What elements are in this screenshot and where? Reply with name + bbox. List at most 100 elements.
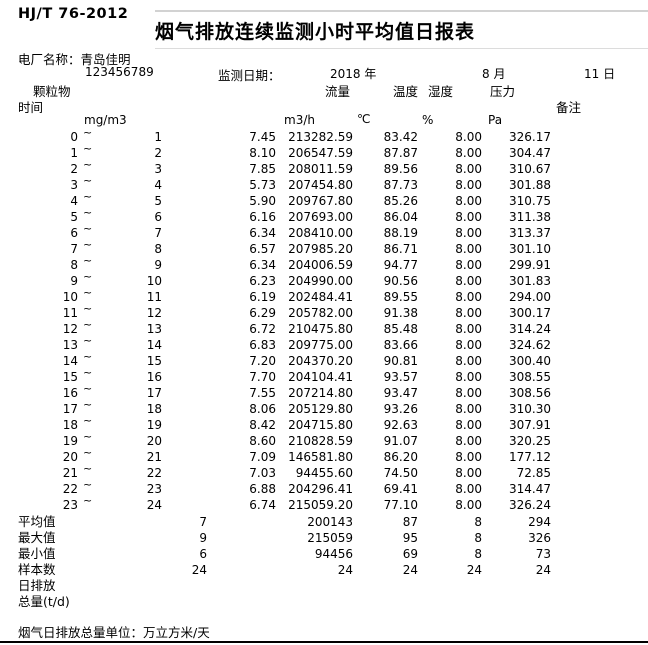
cell-temperature: 89.56 <box>383 162 418 176</box>
cell-pressure: 310.30 <box>509 402 551 416</box>
standard-code: HJ/T 76-2012 <box>18 6 129 22</box>
cell-dust: 7.09 <box>249 450 276 464</box>
cell-hour-end: 9 <box>154 258 162 272</box>
cell-humidity: 8.00 <box>455 210 482 224</box>
cell-hour-start: 14 <box>62 354 78 368</box>
monitor-date-label: 监测日期： <box>218 68 281 83</box>
table-row: 2 ~ 3 7.85 208011.59 89.56 8.00 310.67 <box>0 158 648 177</box>
cell-temperature: 93.57 <box>383 370 418 384</box>
cell-humidity: 8.00 <box>455 306 482 320</box>
cell-hour-end: 6 <box>154 210 162 224</box>
cell-pressure: 177.12 <box>509 450 551 464</box>
cell-humidity: 8.00 <box>455 338 482 352</box>
cell-hour-end: 14 <box>146 338 162 352</box>
cell-hour-start: 16 <box>62 386 78 400</box>
summary-humidity: 8 <box>474 515 482 529</box>
tilde-separator: ~ <box>83 302 93 315</box>
cell-hour-end: 7 <box>154 226 162 240</box>
cell-hour-start: 8 <box>70 258 78 272</box>
cell-hour-end: 17 <box>146 386 162 400</box>
summary-flow: 94456 <box>314 547 353 561</box>
cell-hour-start: 12 <box>62 322 78 336</box>
cell-dust: 6.34 <box>249 226 276 240</box>
tilde-separator: ~ <box>83 334 93 347</box>
cell-dust: 6.72 <box>249 322 276 336</box>
bottom-rule <box>0 641 648 643</box>
cell-dust: 6.57 <box>249 242 276 256</box>
cell-flow: 204296.41 <box>288 482 353 496</box>
cell-temperature: 83.66 <box>383 338 418 352</box>
tilde-separator: ~ <box>83 270 93 283</box>
summary-pressure: 326 <box>528 531 551 545</box>
cell-humidity: 8.00 <box>455 498 482 512</box>
cell-humidity: 8.00 <box>455 258 482 272</box>
cell-pressure: 307.91 <box>509 418 551 432</box>
cell-humidity: 8.00 <box>455 450 482 464</box>
cell-humidity: 8.00 <box>455 146 482 160</box>
unit-temperature: ℃ <box>357 112 371 126</box>
cell-hour-end: 19 <box>146 418 162 432</box>
cell-dust: 6.83 <box>249 338 276 352</box>
column-header-flow: 流量 <box>325 84 351 99</box>
summary-temperature: 87 <box>402 515 418 529</box>
cell-temperature: 83.42 <box>383 130 418 144</box>
tilde-separator: ~ <box>83 462 93 475</box>
cell-pressure: 301.83 <box>509 274 551 288</box>
cell-flow: 207693.00 <box>288 210 353 224</box>
cell-hour-start: 22 <box>62 482 78 496</box>
summary-dust: 6 <box>199 547 207 561</box>
cell-temperature: 93.47 <box>383 386 418 400</box>
cell-flow: 204715.80 <box>288 418 353 432</box>
tilde-separator: ~ <box>83 430 93 443</box>
summary-row: 最大值 9 215059 95 8 326 <box>0 530 648 546</box>
cell-humidity: 8.00 <box>455 402 482 416</box>
cell-flow: 146581.80 <box>288 450 353 464</box>
cell-hour-end: 20 <box>146 434 162 448</box>
table-row: 15 ~ 16 7.70 204104.41 93.57 8.00 308.55 <box>0 366 648 385</box>
cell-hour-start: 17 <box>62 402 78 416</box>
cell-pressure: 299.91 <box>509 258 551 272</box>
cell-humidity: 8.00 <box>455 130 482 144</box>
summary-row: 平均值 7 200143 87 8 294 <box>0 514 648 530</box>
tilde-separator: ~ <box>83 174 93 187</box>
unit-dust: mg/m3 <box>84 113 127 127</box>
cell-hour-start: 1 <box>70 146 78 160</box>
cell-dust: 8.10 <box>249 146 276 160</box>
gridline-under-title <box>155 48 648 49</box>
cell-flow: 215059.20 <box>288 498 353 512</box>
summary-flow: 24 <box>337 563 353 577</box>
cell-pressure: 310.75 <box>509 194 551 208</box>
cell-hour-end: 11 <box>146 290 162 304</box>
cell-humidity: 8.00 <box>455 242 482 256</box>
cell-dust: 6.29 <box>249 306 276 320</box>
summary-row: 样本数 24 24 24 24 24 <box>0 562 648 578</box>
cell-temperature: 91.07 <box>383 434 418 448</box>
column-header-time: 时间 <box>18 100 44 115</box>
cell-hour-start: 23 <box>62 498 78 512</box>
cell-humidity: 8.00 <box>455 370 482 384</box>
summary-humidity: 8 <box>474 531 482 545</box>
tilde-separator: ~ <box>83 142 93 155</box>
cell-hour-start: 5 <box>70 210 78 224</box>
cell-dust: 7.55 <box>249 386 276 400</box>
cell-flow: 208011.59 <box>288 162 353 176</box>
cell-flow: 207985.20 <box>288 242 353 256</box>
cell-flow: 207454.80 <box>288 178 353 192</box>
cell-dust: 5.73 <box>249 178 276 192</box>
cell-flow: 210475.80 <box>288 322 353 336</box>
cell-pressure: 300.17 <box>509 306 551 320</box>
cell-temperature: 87.87 <box>383 146 418 160</box>
hourly-rows: 0 ~ 1 7.45 213282.59 83.42 8.00 326.17 1… <box>0 126 648 513</box>
cell-flow: 205782.00 <box>288 306 353 320</box>
cell-dust: 5.90 <box>249 194 276 208</box>
monitor-date-day: 11 日 <box>584 67 616 81</box>
cell-pressure: 311.38 <box>509 210 551 224</box>
monitor-date-year: 2018 年 <box>330 67 377 81</box>
table-row: 12 ~ 13 6.72 210475.80 85.48 8.00 314.24 <box>0 318 648 337</box>
cell-humidity: 8.00 <box>455 434 482 448</box>
tilde-separator: ~ <box>83 190 93 203</box>
cell-temperature: 90.81 <box>383 354 418 368</box>
cell-temperature: 85.26 <box>383 194 418 208</box>
page-title: 烟气排放连续监测小时平均值日报表 <box>154 21 475 43</box>
tilde-separator: ~ <box>83 286 93 299</box>
